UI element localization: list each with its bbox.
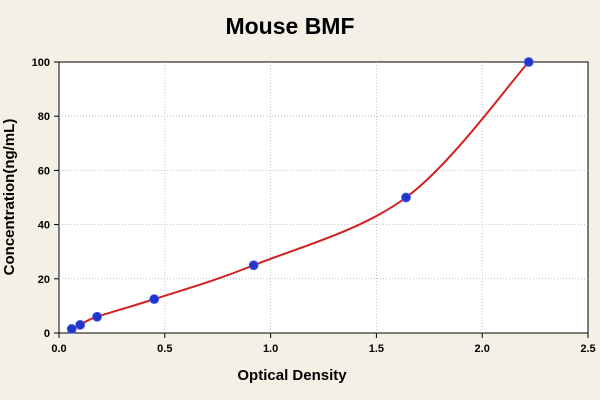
plot-area (58, 61, 589, 334)
data-point (66, 324, 77, 334)
data-point (92, 311, 102, 322)
axis-ticks: 0.0 0.5 1.0 1.5 2.0 2.5 0 20 40 60 80 100 (32, 57, 596, 355)
x-tick-label: 2.5 (580, 343, 595, 355)
x-axis-label: Optical Density (237, 367, 347, 384)
data-points (66, 57, 534, 334)
y-tick-label: 60 (38, 165, 50, 177)
data-point (401, 192, 411, 203)
y-tick-label: 20 (38, 274, 50, 286)
x-tick-label: 0.0 (51, 343, 66, 355)
y-tick-label: 0 (44, 328, 50, 340)
y-tick-label: 40 (38, 220, 50, 232)
data-point (75, 319, 86, 330)
y-tick-label: 80 (38, 111, 50, 123)
data-point (248, 260, 259, 271)
data-point (149, 294, 160, 305)
x-tick-label: 0.5 (157, 343, 172, 355)
y-tick-label: 100 (32, 57, 50, 69)
grid-lines (59, 62, 588, 333)
x-tick-label: 2.0 (475, 343, 490, 355)
y-axis-label: Concentration(ng/mL) (1, 119, 18, 276)
x-tick-label: 1.5 (369, 343, 384, 355)
x-tick-label: 1.0 (263, 343, 278, 355)
data-point (523, 57, 534, 67)
chart-title: Mouse BMF (225, 13, 354, 39)
